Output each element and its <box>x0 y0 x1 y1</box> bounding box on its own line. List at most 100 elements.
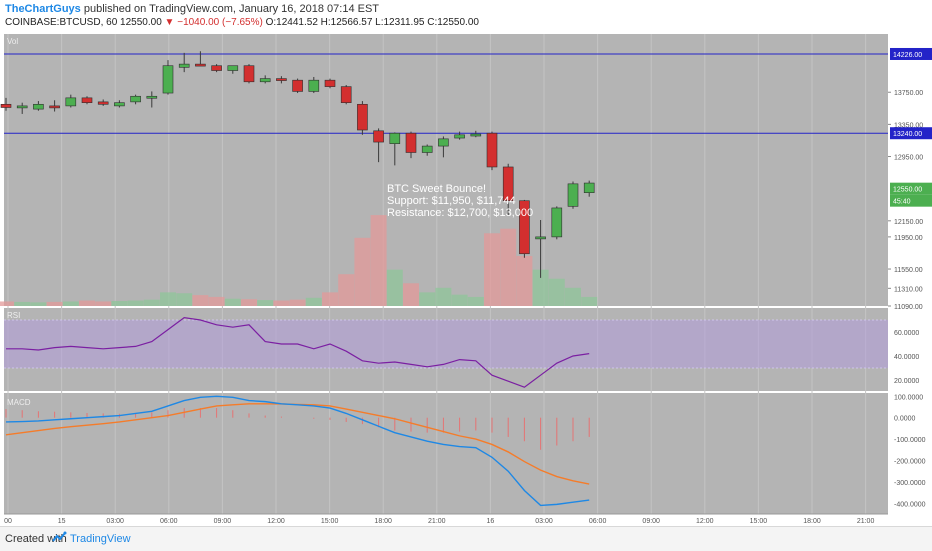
candle[interactable] <box>276 76 287 84</box>
candle[interactable] <box>243 64 255 84</box>
volume-bar <box>111 301 128 306</box>
candle-body-down <box>81 97 93 103</box>
tradingview-logo-icon <box>52 531 67 542</box>
price-tag-mid: 13240.00 <box>890 127 932 140</box>
candle[interactable] <box>567 181 579 209</box>
macd-axis-label: -100.0000 <box>894 437 926 444</box>
candle[interactable] <box>81 96 93 105</box>
candle[interactable] <box>438 136 449 158</box>
candle[interactable] <box>405 131 417 159</box>
vol-pane-label: Vol <box>7 37 18 46</box>
annotation-text[interactable]: BTC Sweet Bounce! Support: $11,950, $11,… <box>387 183 533 219</box>
candle[interactable] <box>227 65 239 74</box>
candle[interactable] <box>308 76 320 94</box>
volume-bar <box>143 299 160 306</box>
candle[interactable] <box>292 78 303 94</box>
price-tag-upper-bg <box>890 47 932 60</box>
volume-bar <box>532 269 549 306</box>
candle[interactable] <box>0 97 12 111</box>
price-axis-label: 12150.00 <box>894 219 923 226</box>
candle[interactable] <box>502 163 514 216</box>
time-axis-label: 21:00 <box>428 518 446 525</box>
volume-bar <box>451 294 468 306</box>
macd-pane-label: MACD <box>7 398 31 407</box>
footer-bar: Created with TradingView <box>0 526 932 551</box>
candle[interactable] <box>162 60 174 95</box>
annotation-line-3: Resistance: $12,700, $13,000 <box>387 207 533 219</box>
time-axis-label: 15:00 <box>750 518 768 525</box>
candle[interactable] <box>114 100 125 108</box>
macd-pane[interactable] <box>4 392 888 514</box>
tradingview-brand-link[interactable]: TradingView <box>70 533 131 545</box>
ohlc-values: O:12441.52 H:12566.57 L:12311.95 C:12550… <box>265 17 479 28</box>
candle[interactable] <box>49 100 60 112</box>
macd-axis-label: 0.0000 <box>894 416 916 423</box>
candle-body-down <box>373 130 384 143</box>
price-axis-label: 13750.00 <box>894 90 923 97</box>
candle[interactable] <box>65 94 77 108</box>
volume-bar <box>435 287 452 306</box>
candle[interactable] <box>178 52 190 73</box>
candle[interactable] <box>551 206 563 240</box>
candle[interactable] <box>470 130 482 138</box>
bar-timer-tag-bg <box>890 194 932 207</box>
candle[interactable] <box>357 101 368 135</box>
volume-bar <box>516 256 533 306</box>
volume-bar <box>224 298 241 306</box>
candle[interactable] <box>97 99 109 106</box>
candle[interactable] <box>259 75 271 84</box>
volume-bar <box>467 296 484 306</box>
candle[interactable] <box>454 131 465 140</box>
bar-timer-tag: 45:40 <box>890 194 932 207</box>
candle[interactable] <box>373 128 384 163</box>
candle[interactable] <box>583 180 595 197</box>
price-tag-upper: 14226.00 <box>890 47 932 60</box>
candle[interactable] <box>195 51 206 67</box>
annotation-line-2: Support: $11,950, $11,744 <box>387 195 516 207</box>
candle[interactable] <box>146 91 158 108</box>
candle[interactable] <box>33 101 44 111</box>
candle[interactable] <box>535 220 546 278</box>
candle-body-down <box>195 63 206 67</box>
candle-body-down <box>340 86 352 103</box>
macd-axis-label: 100.0000 <box>894 394 923 401</box>
symbol-name[interactable]: COINBASE:BTCUSD, 60 <box>5 17 118 28</box>
candle[interactable] <box>340 85 352 105</box>
candle-body-up <box>389 132 401 144</box>
candle-body-down <box>405 132 417 153</box>
last-price: 12550.00 <box>120 17 162 28</box>
author-link[interactable]: TheChartGuys <box>5 3 81 15</box>
candle[interactable] <box>16 102 28 114</box>
time-axis-label: 18:00 <box>374 518 392 525</box>
volume-bar <box>30 302 47 306</box>
candle[interactable] <box>486 131 498 171</box>
time-axis-label: 06:00 <box>160 518 178 525</box>
candle[interactable] <box>324 78 336 89</box>
chart-canvas[interactable]: 13750.00 13350.00 12950.00 12150.00 11950.00… <box>0 34 932 526</box>
price-pane[interactable] <box>4 34 888 306</box>
candle-body-up <box>259 78 271 83</box>
candle-body-down <box>519 200 530 255</box>
rsi-band <box>4 320 888 368</box>
volume-bar <box>208 296 225 306</box>
last-price-tag-label: 12550.00 <box>893 187 922 194</box>
candle[interactable] <box>421 144 433 156</box>
macd-line[interactable] <box>5 395 590 507</box>
time-axis-label: 09:00 <box>642 518 660 525</box>
rsi-line[interactable] <box>6 316 590 388</box>
candle-body-down <box>486 132 498 168</box>
time-axis-label: 18:00 <box>803 518 821 525</box>
rsi-axis-label: 60.0000 <box>894 330 919 337</box>
time-axis-label: 12:00 <box>696 518 714 525</box>
volume-bar <box>322 292 338 306</box>
candle[interactable] <box>130 94 141 105</box>
volume-bar <box>14 301 31 306</box>
candle[interactable] <box>389 132 401 166</box>
chart-area[interactable]: 13750.00 13350.00 12950.00 12150.00 11950.00… <box>0 34 932 526</box>
candle-body-down <box>502 166 514 202</box>
volume-bar <box>289 299 306 306</box>
candle[interactable] <box>211 64 222 73</box>
candle[interactable] <box>519 199 530 258</box>
candle-body-up <box>308 79 320 92</box>
publish-line: TheChartGuys published on TradingView.co… <box>5 3 379 15</box>
